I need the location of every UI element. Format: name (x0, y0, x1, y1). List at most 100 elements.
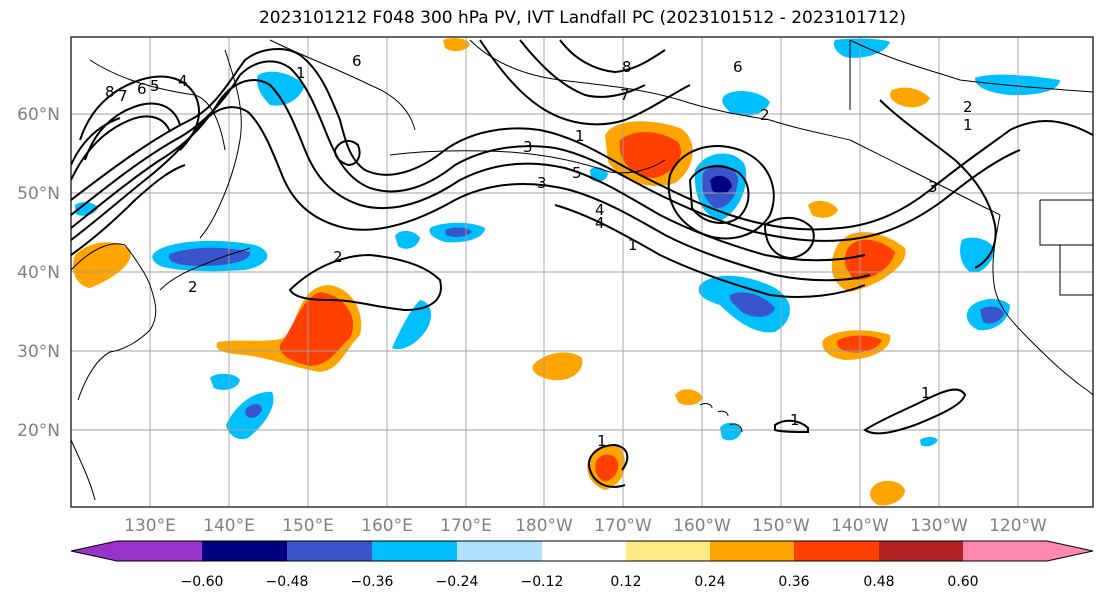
lon-label: 130°E (124, 516, 176, 536)
colorbar-cell (710, 541, 794, 561)
colorbar-tick-label: 0.12 (610, 574, 641, 590)
colorbar-cell (879, 541, 963, 561)
positive-anomaly-subtropic-east (870, 480, 905, 506)
colorbar-tick-label: −0.12 (521, 574, 564, 590)
positive-anomaly-kamchatka-core (619, 131, 682, 178)
colorbar-cell (794, 541, 879, 561)
colorbar-cell (287, 541, 372, 561)
negative-anomaly-west-pacific-core (169, 247, 251, 266)
negative-anomaly-east-subtropic (920, 437, 938, 447)
lon-label: 150°W (752, 516, 810, 536)
negative-anomaly-dateline-core (445, 227, 472, 237)
map-border (70, 36, 1094, 508)
contour-5 (71, 164, 866, 298)
contour-label: 1 (296, 64, 306, 82)
colorbar-tick-label: 0.48 (863, 574, 894, 590)
lat-axis: 60°N 50°N 40°N 30°N 20°N (17, 105, 60, 441)
figure-title: 2023101212 F048 300 hPa PV, IVT Landfall… (258, 8, 906, 28)
negative-anomaly-japan-sea (210, 373, 240, 390)
negative-anomaly-subtropic-west-core (245, 404, 262, 418)
lon-label: 160°W (673, 516, 731, 536)
pv-shading (73, 38, 1060, 506)
negative-anomaly-arctic (833, 38, 890, 58)
coast-asia-east (71, 243, 157, 401)
contour-west-lows (79, 75, 200, 161)
positive-anomaly-small-central (675, 389, 703, 406)
contour-label: 4 (178, 72, 188, 90)
colorbar-tick-label: 0.60 (947, 574, 978, 590)
contour-label: 5 (572, 164, 582, 182)
lon-label: 170°E (440, 516, 492, 536)
lon-label: 130°W (910, 516, 968, 536)
lat-label: 60°N (17, 105, 60, 125)
lon-axis: 130°E 140°E 150°E 160°E 170°E 180°W 170°… (124, 516, 1047, 536)
coast-philippines (71, 439, 96, 501)
pv-contours (71, 39, 1093, 488)
contour-small-east (774, 419, 809, 434)
contour-label: 3 (928, 178, 938, 196)
colorbar-cell (626, 541, 710, 561)
contour-label: 1 (597, 432, 607, 450)
contour-label: 1 (790, 411, 800, 429)
colorbar-tick-label: −0.24 (436, 574, 479, 590)
contour-label: 1 (628, 236, 638, 254)
contour-1 (71, 48, 1093, 231)
contour-label: 6 (733, 58, 743, 76)
colorbar-tick-label: 0.36 (778, 574, 809, 590)
negative-anomaly-canada (975, 74, 1060, 96)
contour-gulf-low (667, 145, 775, 240)
contour-label: 6 (137, 80, 147, 98)
colorbar-tick-label: −0.60 (181, 574, 224, 590)
colorbar-cell (963, 541, 1047, 561)
lon-label: 120°W (989, 516, 1047, 536)
contour-label: 4 (595, 214, 605, 232)
colorbar-cell (71, 541, 117, 561)
negative-anomaly-alaska (722, 90, 770, 116)
colorbar-tick-label: −0.48 (266, 574, 309, 590)
negative-anomaly-hawaii (720, 422, 742, 441)
contour-label: 1 (921, 384, 931, 402)
lon-label: 180°W (515, 516, 573, 536)
lon-label: 150°E (282, 516, 334, 536)
contour-label: 3 (523, 138, 533, 156)
lon-label: 170°W (594, 516, 652, 536)
colorbar-cell (1047, 541, 1093, 561)
negative-anomaly-gulf-of-alaska-core (710, 175, 732, 194)
lon-label: 140°E (203, 516, 255, 536)
contour-label: 7 (620, 86, 630, 104)
contour-gulf-low-2 (763, 216, 815, 260)
coast-hawaii (699, 403, 743, 433)
contour-label: 8 (622, 58, 632, 76)
lat-label: 20°N (17, 421, 60, 441)
negative-anomaly-northeast-central-core (729, 292, 775, 317)
coast-us-states (1039, 199, 1093, 296)
contour-label: 7 (118, 87, 128, 105)
colorbar-cell (457, 541, 542, 561)
colorbar-cell (542, 541, 626, 561)
contour-label-group: 8 7 6 5 4 1 6 8 6 7 3 4 5 1 3 4 2 1 2 2 … (105, 52, 973, 450)
negative-anomaly-near-shore (75, 202, 98, 216)
negative-anomaly-bering (257, 71, 305, 106)
negative-anomaly-small-west (395, 230, 420, 249)
positive-anomaly-west-pacific-core (279, 292, 354, 366)
contour-label: 6 (352, 52, 362, 70)
coast-japan (159, 247, 251, 291)
positive-anomaly-canada (890, 87, 930, 108)
positive-anomaly-bering (443, 38, 470, 52)
colorbar-cell (372, 541, 457, 561)
coast-alaska (469, 39, 851, 141)
contour-label: 2 (760, 106, 770, 124)
positive-anomaly-hawaii-north-core (595, 454, 619, 482)
colorbar-tick-label: 0.24 (694, 574, 725, 590)
contour-label: 2 (188, 278, 198, 296)
contour-subtropical-east (863, 388, 967, 435)
contour-2 (71, 60, 1021, 242)
positive-anomaly-gulf-core (844, 239, 895, 280)
contour-label: 3 (537, 174, 547, 192)
positive-anomaly-japan (73, 242, 131, 288)
lat-label: 30°N (17, 342, 60, 362)
contour-label: 5 (150, 77, 160, 95)
colorbar-cell (202, 541, 287, 561)
lat-label: 40°N (17, 263, 60, 283)
